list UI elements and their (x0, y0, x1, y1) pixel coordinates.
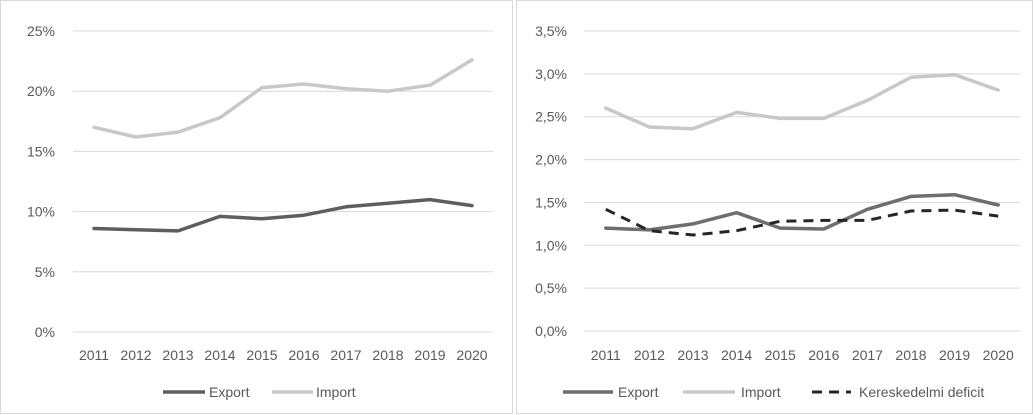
series-line-kereskedelmi-deficit (605, 207, 999, 237)
y-tick-label: 0,5% (535, 280, 567, 296)
x-tick-label: 2017 (330, 347, 361, 363)
series-line-export (92, 197, 474, 233)
x-tick-label: 2016 (288, 347, 319, 363)
y-tick-label: 1,0% (535, 237, 567, 253)
x-tick-label: 2019 (939, 347, 970, 363)
x-tick-label: 2014 (721, 347, 752, 363)
x-tick-label: 2016 (808, 347, 839, 363)
legend-label: Import (316, 384, 356, 400)
series-line-import (92, 58, 474, 139)
x-tick-label: 2013 (162, 347, 193, 363)
y-tick-label: 2,5% (535, 109, 567, 125)
x-tick-label: 2017 (852, 347, 883, 363)
x-tick-label: 2011 (79, 347, 109, 363)
x-tick-label: 2014 (204, 347, 235, 363)
y-tick-label: 15% (27, 143, 55, 159)
y-tick-label: 5% (35, 264, 55, 280)
chart-right: 0,0% 0,5% 1,0% 1,5% 2,0% 2,5% 3,0% 3,5% 2011 2012… (535, 23, 1020, 400)
y-tick-label: 0,0% (535, 323, 567, 339)
y-tick-label: 3,0% (535, 66, 567, 82)
chart-panel-right: 0,0% 0,5% 1,0% 1,5% 2,0% 2,5% 3,0% 3,5% 2011 2012… (516, 0, 1033, 414)
legend-label: Export (618, 384, 659, 400)
x-tick-label: 2013 (677, 347, 708, 363)
y-tick-label: 1,5% (535, 194, 567, 210)
y-tick-label: 3,5% (535, 23, 567, 39)
legend-label: Import (741, 384, 781, 400)
x-tick-label: 2020 (983, 347, 1014, 363)
x-tick-label: 2015 (765, 347, 796, 363)
x-tick-label: 2012 (634, 347, 665, 363)
y-tick-label: 0% (35, 324, 55, 340)
series-line-export (604, 192, 1000, 232)
y-tick-label: 25% (27, 23, 55, 39)
x-tick-label: 2018 (895, 347, 926, 363)
series-line-import (604, 72, 1000, 131)
y-tick-label: 2,0% (535, 152, 567, 168)
legend-label: Export (209, 384, 250, 400)
y-tick-label: 20% (27, 83, 55, 99)
x-tick-label: 2015 (246, 347, 277, 363)
x-tick-label: 2018 (372, 347, 403, 363)
x-tick-label: 2020 (456, 347, 487, 363)
legend-label: Kereskedelmi deficit (859, 384, 984, 400)
chart-left: 0% 5% 10% 15% 20% 25% 2011 2012 2013 2014 2015 2016… (27, 23, 493, 400)
y-tick-label: 10% (27, 204, 55, 220)
chart-panel-left: 0% 5% 10% 15% 20% 25% 2011 2012 2013 2014 2015 2016… (0, 0, 513, 414)
x-tick-label: 2019 (414, 347, 445, 363)
x-tick-label: 2012 (120, 347, 151, 363)
x-tick-label: 2011 (591, 347, 621, 363)
